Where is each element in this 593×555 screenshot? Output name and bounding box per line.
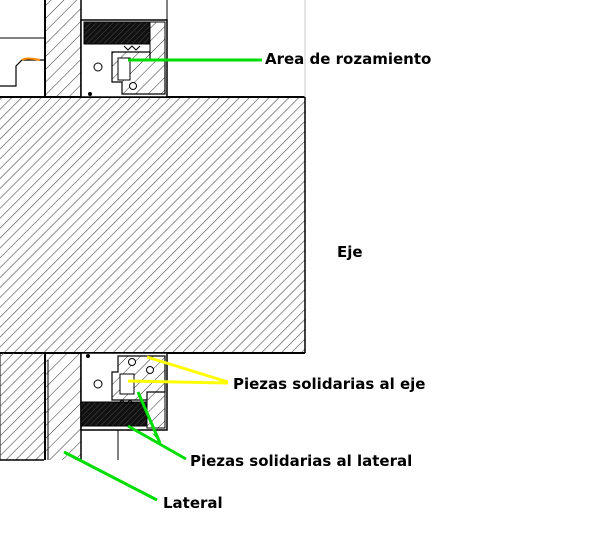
label-side: Lateral <box>163 494 223 512</box>
shaft <box>0 96 306 461</box>
label-side-parts: Piezas solidarias al lateral <box>190 452 413 470</box>
label-shaft: Eje <box>337 243 363 261</box>
leader-side <box>63 450 158 502</box>
leader-side-parts <box>127 391 187 461</box>
bottom-side-wall <box>44 352 82 460</box>
upper-left-shoulder <box>0 37 45 87</box>
top-reference-lines <box>166 0 306 97</box>
label-shaft-parts: Piezas solidarias al eje <box>233 375 426 393</box>
label-friction-area: Area de rozamiento <box>265 50 432 68</box>
leader-shaft-parts <box>127 355 229 385</box>
top-side-wall <box>44 0 82 98</box>
bottom-outer-contour <box>81 429 119 460</box>
bottom-seal-housing <box>80 352 168 431</box>
